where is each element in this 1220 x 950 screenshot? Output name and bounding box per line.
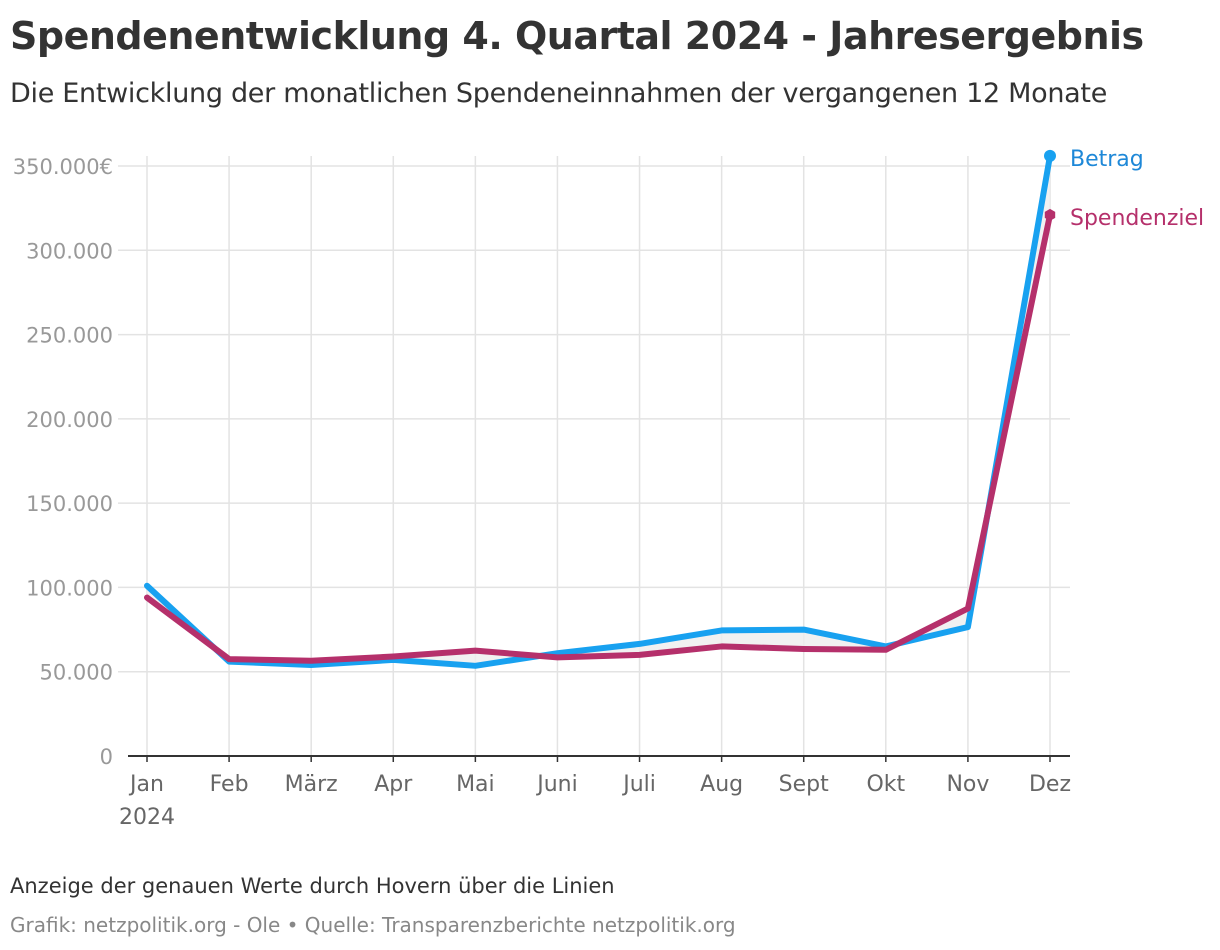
x-tick-label: Dez xyxy=(1029,772,1071,797)
chart-title: Spendenentwicklung 4. Quartal 2024 - Jah… xyxy=(10,14,1144,58)
x-tick-label: Nov xyxy=(946,772,989,797)
x-tick-label: Sept xyxy=(779,772,829,797)
x-tick-label: Feb xyxy=(210,772,249,797)
hover-hint: Anzeige der genauen Werte durch Hovern ü… xyxy=(10,874,615,898)
series-lines[interactable] xyxy=(144,149,1056,669)
line-chart[interactable]: 0 50.000 100.000 150.000 200.000 250.000 300.0… xyxy=(0,0,1220,860)
y-tick-label: 350.000€ xyxy=(13,155,113,179)
series-labels: Betrag Spendenziel xyxy=(1070,147,1204,231)
y-tick-label: 300.000 xyxy=(26,239,113,263)
y-tick-label: 250.000 xyxy=(26,324,113,348)
x-tick-label: Juni xyxy=(535,772,578,797)
grid-lines xyxy=(118,156,1070,756)
x-tick-label: Mai xyxy=(456,772,495,797)
y-tick-label: 150.000 xyxy=(26,492,113,516)
x-tick-label: März xyxy=(285,772,338,797)
series-end-marker xyxy=(1044,208,1056,221)
y-tick-label: 0 xyxy=(100,745,113,769)
x-tick-label: Aug xyxy=(700,772,743,797)
y-tick-label: 50.000 xyxy=(40,661,113,685)
x-tick-label: Apr xyxy=(374,772,413,797)
series-line-betrag[interactable] xyxy=(144,152,1053,669)
series-label-spendenziel: Spendenziel xyxy=(1070,206,1204,231)
x-tick-label: Jan xyxy=(128,772,164,797)
source-credit: Grafik: netzpolitik.org - Ole • Quelle: … xyxy=(10,913,736,937)
x-tick-year-label: 2024 xyxy=(119,805,175,830)
x-tick-label: Okt xyxy=(866,772,905,797)
x-axis-ticks: Jan Feb März Apr Mai Juni Juli Aug Sept Okt Nov Dez… xyxy=(119,755,1071,830)
series-line-spendenziel[interactable] xyxy=(144,211,1053,664)
series-end-dot xyxy=(1044,149,1056,162)
x-tick-label: Juli xyxy=(621,772,656,797)
series-gap-area xyxy=(147,155,1050,666)
y-tick-label: 100.000 xyxy=(26,576,113,600)
chart-subtitle: Die Entwicklung der monatlichen Spendene… xyxy=(10,78,1108,109)
y-axis-ticks: 0 50.000 100.000 150.000 200.000 250.000 300.0… xyxy=(13,155,113,769)
series-label-betrag: Betrag xyxy=(1070,147,1144,172)
y-tick-label: 200.000 xyxy=(26,408,113,432)
